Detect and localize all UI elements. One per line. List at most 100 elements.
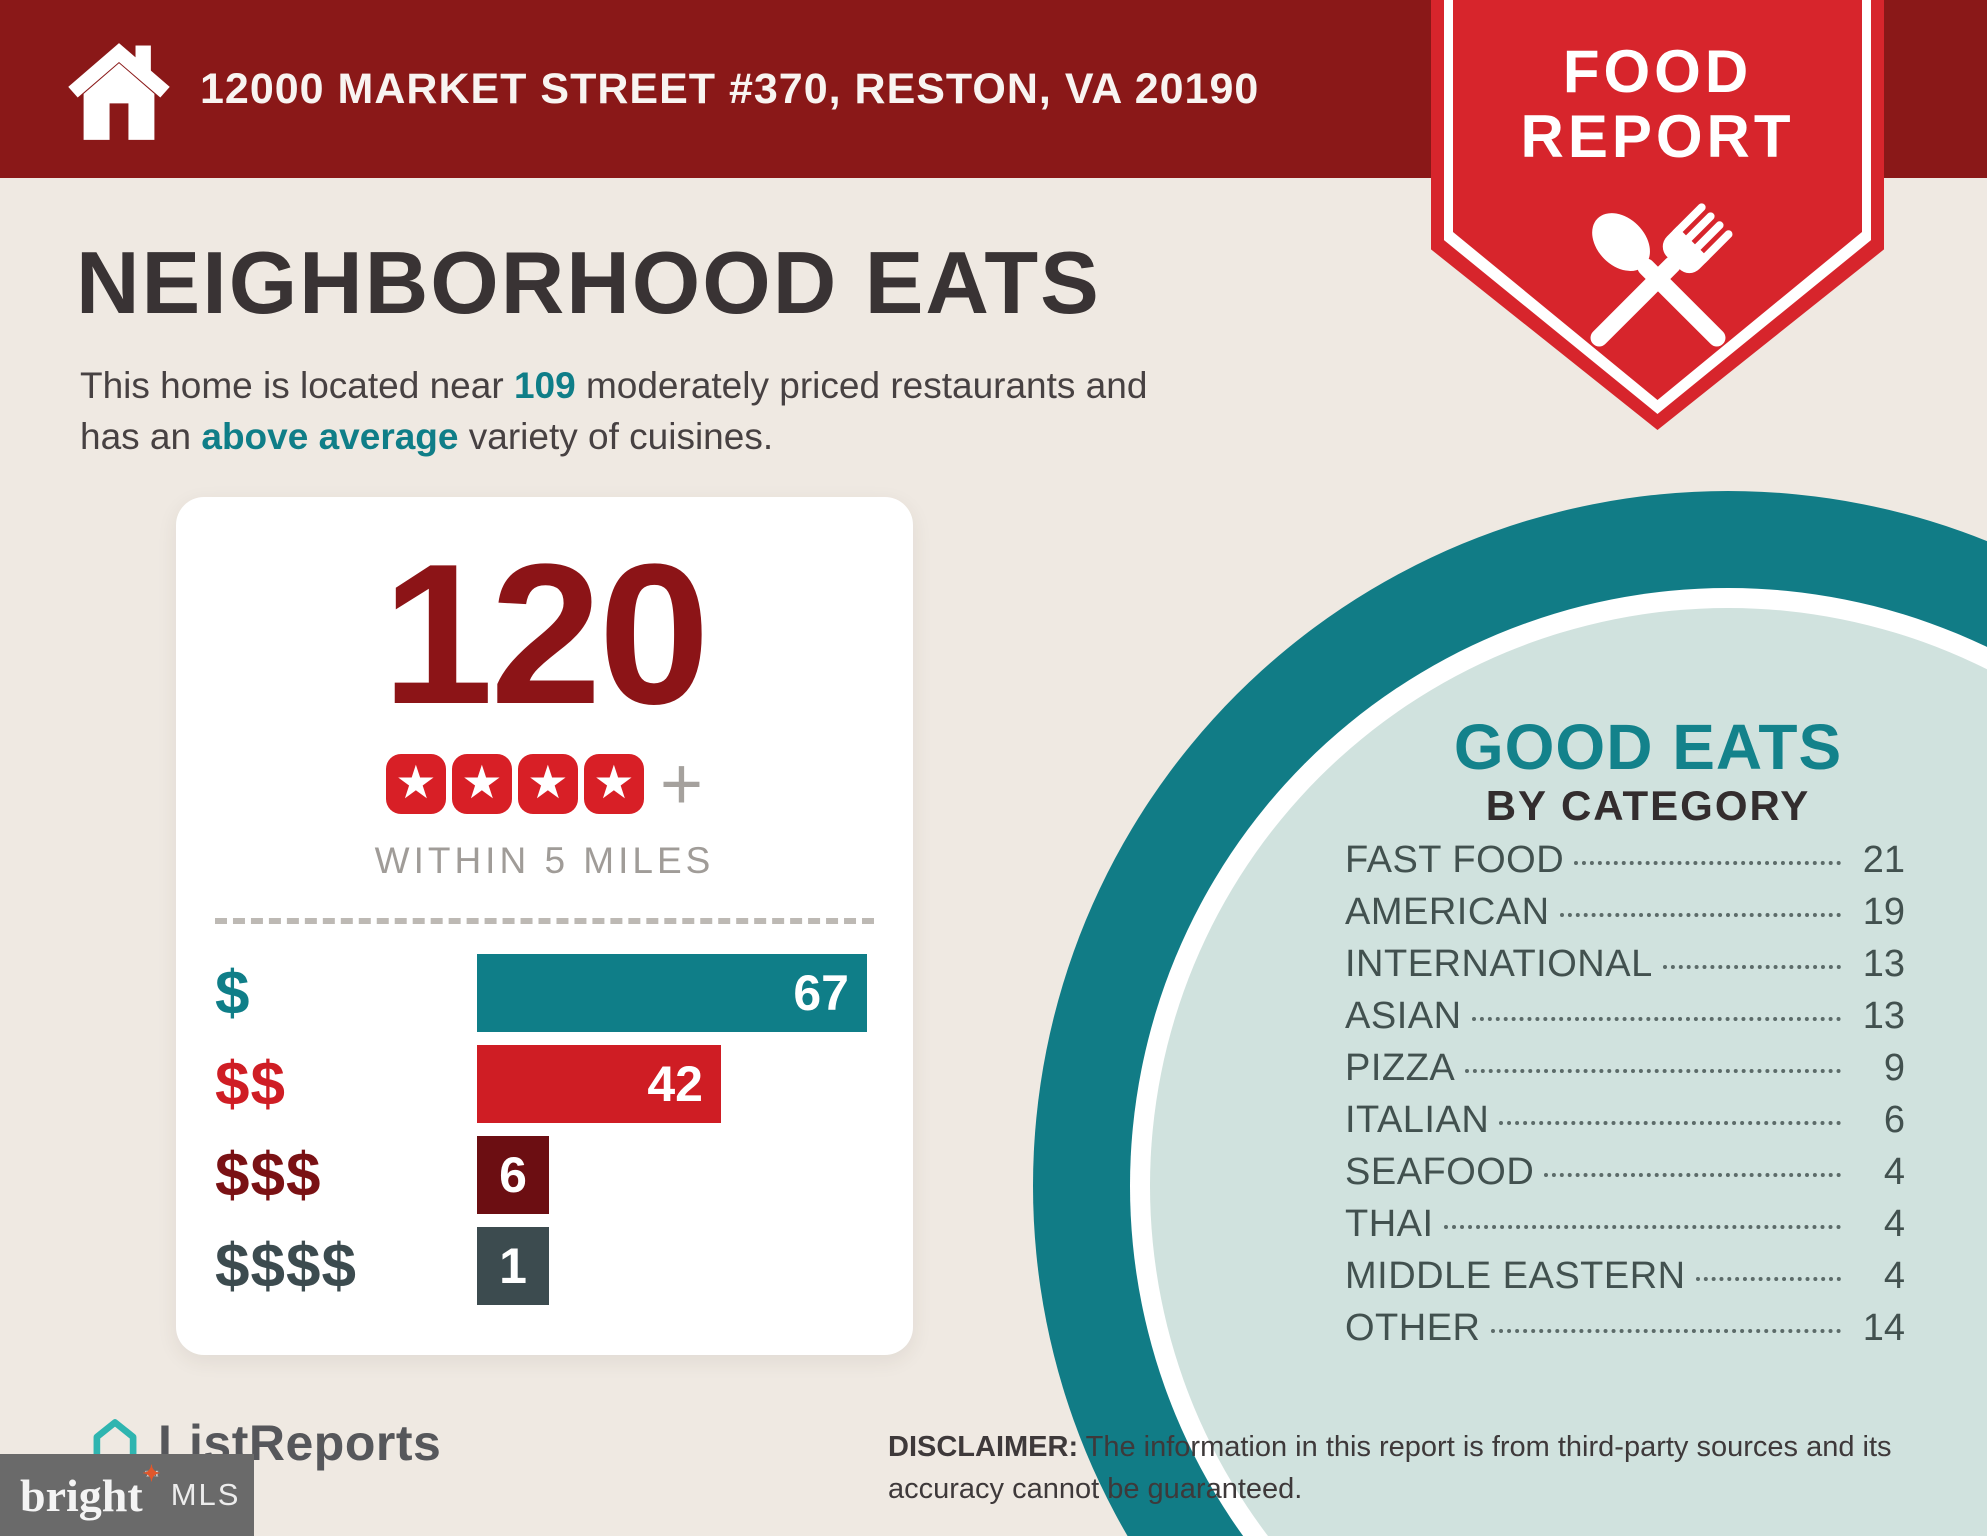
category-value: 6 <box>1883 1099 1905 1141</box>
bar-value: 1 <box>499 1238 527 1294</box>
disclaimer: DISCLAIMER: The information in this repo… <box>888 1426 1898 1510</box>
category-dots <box>1574 861 1841 865</box>
dashed-divider <box>215 918 874 924</box>
restaurant-stats-card: 120 ★ ★ ★ ★ + WITHIN 5 MILES $67 $$ 42 $$$ 6 $$$… <box>176 497 913 1355</box>
spoon-fork-icon <box>1590 202 1732 347</box>
bright-mls-badge: bright ✦ ™ MLS <box>0 1454 254 1536</box>
trademark-symbol: ™ <box>144 1468 159 1484</box>
bar-value: 6 <box>499 1147 527 1203</box>
category-dots <box>1490 1329 1841 1333</box>
subtitle-text: has an <box>80 416 202 458</box>
price-tier-row: $67 <box>215 954 874 1032</box>
subtitle-accent: 109 <box>513 365 576 406</box>
price-tier-label: $$$$ <box>215 1231 357 1301</box>
category-row: PIZZA 9 <box>1345 1047 1905 1099</box>
category-label: INTERNATIONAL <box>1345 943 1653 985</box>
bar-value: 42 <box>647 1056 703 1112</box>
bar: 67 <box>477 954 867 1032</box>
star-icon: ★ <box>385 754 446 814</box>
subtitle-text: variety of cuisines. <box>458 416 774 458</box>
subtitle-line-1: This home is located near 109 moderately… <box>80 360 1200 411</box>
category-row: ITALIAN 6 <box>1345 1099 1905 1151</box>
star-icon: ★ <box>517 754 578 814</box>
category-label: ITALIAN <box>1345 1099 1490 1141</box>
bar-track: 6 <box>477 1136 874 1214</box>
within-5-miles-label: WITHIN 5 MILES <box>374 840 715 881</box>
category-value: 4 <box>1883 1151 1905 1193</box>
category-value: 4 <box>1883 1203 1905 1245</box>
category-dots <box>1544 1173 1841 1177</box>
bar: 42 <box>477 1045 721 1123</box>
category-row: ASIAN 13 <box>1345 995 1905 1047</box>
category-value: 19 <box>1862 891 1905 933</box>
subtitle-text: moderately priced restaurants and <box>575 365 1148 406</box>
mls-wordmark: MLS <box>170 1477 241 1512</box>
star-rating: ★ ★ ★ ★ <box>385 754 644 814</box>
ribbon-title-line1: FOOD <box>1562 38 1753 105</box>
bar-track: 67 <box>477 954 874 1032</box>
category-value: 4 <box>1883 1255 1905 1297</box>
category-dots <box>1499 1121 1841 1125</box>
category-label: OTHER <box>1345 1307 1481 1349</box>
page-title: NEIGHBORHOOD EATS <box>76 233 1101 332</box>
home-icon <box>68 43 170 140</box>
price-tier-label: $$ <box>215 1049 286 1119</box>
bar-track: 1 <box>477 1227 874 1305</box>
price-tier-bar-chart: $67 $$ 42 $$$ 6 $$$$ 1 <box>215 954 874 1305</box>
category-value: 13 <box>1862 943 1905 985</box>
page-subtitle: This home is located near 109 moderately… <box>80 360 1200 462</box>
bar-track: 42 <box>477 1045 874 1123</box>
restaurant-count: 120 <box>382 523 710 746</box>
price-tier-row: $$ 42 <box>215 1045 874 1123</box>
category-row: MIDDLE EASTERN 4 <box>1345 1255 1905 1307</box>
category-value: 13 <box>1862 995 1905 1037</box>
category-list: FAST FOOD 21 AMERICAN 19 INTERNATIONAL 13 ASIA… <box>1345 839 1905 1359</box>
category-row: AMERICAN 19 <box>1345 891 1905 943</box>
category-row: FAST FOOD 21 <box>1345 839 1905 891</box>
category-label: ASIAN <box>1345 995 1462 1037</box>
ribbon-title: FOOD REPORT <box>1431 38 1884 170</box>
bar-value: 67 <box>793 965 849 1021</box>
category-row: OTHER 14 <box>1345 1307 1905 1359</box>
category-label: MIDDLE EASTERN <box>1345 1255 1686 1297</box>
category-row: THAI 4 <box>1345 1203 1905 1255</box>
category-row: SEAFOOD 4 <box>1345 1151 1905 1203</box>
price-tier-label: $$$ <box>215 1140 322 1210</box>
star-icon: ★ <box>583 754 644 814</box>
category-label: FAST FOOD <box>1345 839 1565 881</box>
stars-row: ★ ★ ★ ★ + <box>215 747 874 821</box>
category-dots <box>1471 1017 1841 1021</box>
bright-spark-icon: ✦ <box>142 1460 161 1486</box>
ribbon-title-line2: REPORT <box>1520 102 1795 170</box>
subtitle-accent: above average <box>201 416 459 458</box>
price-tier-row: $$$ 6 <box>215 1136 874 1214</box>
category-dots <box>1465 1069 1841 1073</box>
price-tier-row: $$$$ 1 <box>215 1227 874 1305</box>
subtitle-line-2: has an above average variety of cuisines… <box>80 411 1200 462</box>
category-dots <box>1695 1277 1841 1281</box>
good-eats-title: GOOD EATS <box>1453 711 1843 783</box>
category-label: THAI <box>1345 1203 1434 1245</box>
category-dots <box>1559 913 1841 917</box>
star-icon: ★ <box>451 754 512 814</box>
good-eats-subtitle: BY CATEGORY <box>1485 782 1811 829</box>
category-dots <box>1443 1225 1841 1229</box>
plus-sign: + <box>659 742 704 825</box>
category-value: 9 <box>1883 1047 1905 1089</box>
disclaimer-text: The information in this report is from t… <box>888 1431 1892 1506</box>
category-label: SEAFOOD <box>1345 1151 1535 1193</box>
price-tier-label: $ <box>215 958 251 1028</box>
disclaimer-label: DISCLAIMER: <box>888 1431 1079 1463</box>
subtitle-text: This home is located near <box>80 365 514 406</box>
category-row: INTERNATIONAL 13 <box>1345 943 1905 995</box>
bar: 1 <box>477 1227 549 1305</box>
food-report-ribbon: FOOD REPORT <box>1431 0 1884 430</box>
property-address: 12000 MARKET STREET #370, RESTON, VA 201… <box>200 64 1260 113</box>
bar: 6 <box>477 1136 549 1214</box>
category-dots <box>1662 965 1841 969</box>
category-label: AMERICAN <box>1345 891 1550 933</box>
category-label: PIZZA <box>1345 1047 1456 1089</box>
bright-wordmark: bright ✦ ™ <box>20 1460 161 1521</box>
category-value: 14 <box>1862 1307 1905 1349</box>
